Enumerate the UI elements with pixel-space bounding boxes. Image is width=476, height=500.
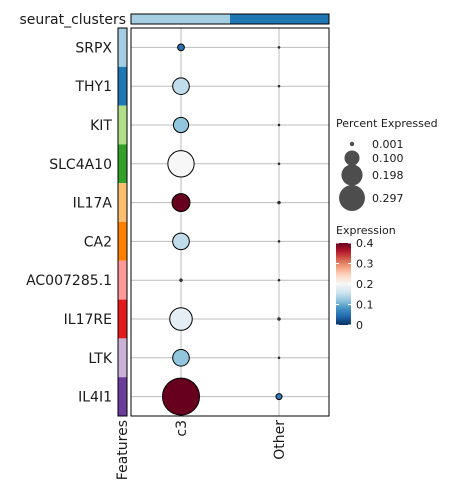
- dot-ltk-c3: [172, 348, 190, 367]
- dot-ca2-c3: [172, 232, 190, 251]
- size-legend-title: Percent Expressed: [336, 117, 438, 130]
- x-tick-label: Other: [272, 420, 288, 460]
- top-annotation: [130, 13, 330, 25]
- y-tick-label: SLC4A10: [49, 157, 112, 173]
- dot-ac007285-1-other: [277, 278, 281, 282]
- y-tick-label: IL17RE: [64, 312, 112, 328]
- dot-ac007285-1-c3: [179, 278, 183, 282]
- dot-slc4a10-other: [277, 162, 281, 166]
- color-legend-title: Expression: [336, 224, 396, 237]
- dot-il17a-other: [277, 200, 281, 205]
- size-legend-label: 0.100: [372, 152, 404, 165]
- dot-ltk-other: [277, 356, 281, 360]
- color-legend-label: 0: [356, 319, 363, 332]
- y-tick-label: AC007285.1: [26, 273, 112, 289]
- top-annotation-label: seurat_clusters: [19, 12, 126, 28]
- left-annotation-label: Features: [115, 420, 131, 480]
- size-legend-label: 0.198: [372, 169, 404, 182]
- left-annotation-segment: [118, 105, 127, 145]
- left-annotation-segment: [118, 66, 127, 106]
- top-annotation-segment: [230, 14, 329, 24]
- y-axis-labels: SRPX THY1 KIT SLC4A10 IL17A CA2 AC007285.1 IL17…: [26, 40, 113, 405]
- left-annotation: [117, 27, 128, 417]
- dot-srpx-c3: [177, 43, 185, 52]
- dot-thy1-other: [277, 84, 281, 88]
- left-annotation-segment: [118, 260, 127, 300]
- left-annotation-segment: [118, 28, 127, 67]
- dot-il17re-c3: [169, 307, 193, 331]
- dot-slc4a10-c3: [167, 150, 195, 178]
- color-legend: Expression 0 0.1 0.2 0.3 0.4: [336, 224, 396, 332]
- left-annotation-segment: [118, 222, 127, 261]
- y-tick-label: IL17A: [73, 196, 113, 212]
- color-legend-label: 0.4: [356, 237, 374, 250]
- size-legend-dot: [344, 150, 360, 166]
- size-legend-label: 0.001: [372, 138, 404, 151]
- dot-ca2-other: [277, 240, 281, 243]
- dot-srpx-other: [277, 46, 281, 49]
- left-annotation-segment: [118, 144, 127, 184]
- dot-il17a-c3: [171, 193, 191, 213]
- color-legend-label: 0.1: [356, 299, 374, 312]
- top-annotation-border: [130, 13, 330, 25]
- color-legend-label: 0.3: [356, 258, 374, 271]
- dot-il4i1-c3: [162, 377, 200, 416]
- dot-kit-c3: [172, 116, 190, 134]
- color-legend-label: 0.2: [356, 278, 374, 291]
- left-annotation-border: [117, 27, 128, 417]
- y-tick-label: LTK: [88, 351, 112, 367]
- top-annotation-segment: [131, 14, 230, 24]
- x-tick-label: c3: [174, 420, 190, 437]
- size-legend-label: 0.297: [372, 192, 404, 205]
- size-legend-dot: [341, 164, 363, 186]
- size-legend-dot: [339, 185, 365, 211]
- left-annotation-segment: [118, 299, 127, 339]
- plot-panel: [131, 28, 329, 416]
- size-legend-dot: [349, 141, 355, 147]
- color-legend-bar: [336, 243, 351, 325]
- y-tick-label: THY1: [74, 79, 112, 95]
- x-axis-labels: c3 Other: [174, 420, 288, 460]
- left-annotation-segment: [118, 338, 127, 378]
- left-annotation-segment: [118, 183, 127, 222]
- y-tick-label: IL4I1: [78, 390, 112, 406]
- dot-kit-other: [277, 123, 281, 127]
- y-tick-label: SRPX: [75, 40, 112, 56]
- y-tick-label: CA2: [84, 234, 112, 250]
- plot-panel-border: [130, 27, 330, 417]
- y-tick-label: KIT: [90, 118, 112, 134]
- left-annotation-segment: [118, 377, 127, 416]
- dot-thy1-c3: [172, 77, 190, 96]
- dot-il4i1-other: [275, 393, 283, 401]
- dots: [162, 43, 283, 416]
- dot-il17re-other: [277, 317, 281, 321]
